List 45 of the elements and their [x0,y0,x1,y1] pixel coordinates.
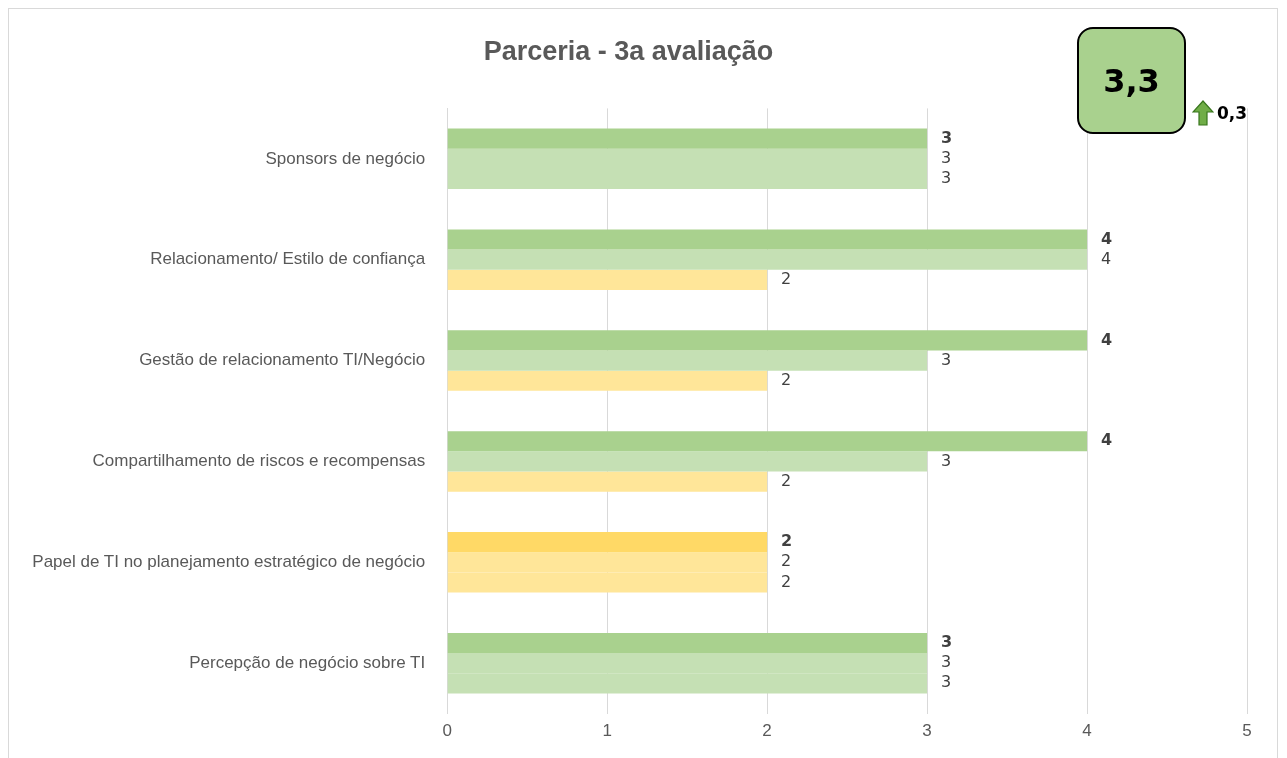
data-label: 4 [1101,329,1113,349]
x-tick-label: 0 [442,721,452,741]
data-label: 3 [941,147,952,167]
data-label: 2 [781,470,792,490]
bar [447,128,928,149]
data-label: 3 [941,632,953,652]
data-label: 3 [941,450,952,470]
y-tick-label: Relacionamento/ Estilo de confiança [150,249,426,269]
bar [447,431,1088,452]
bar [447,350,928,371]
x-tick-label: 4 [1082,721,1092,741]
y-tick-label: Sponsors de negócio [265,148,426,168]
data-label: 3 [941,652,952,672]
annotation: 0,3 [1217,103,1248,123]
bar [447,249,1088,270]
x-tick-label: 5 [1242,721,1252,741]
data-label: 4 [1101,430,1113,450]
data-label: 2 [781,571,792,591]
data-label: 2 [781,369,792,389]
data-label: 3 [941,127,953,147]
data-label: 4 [1101,248,1112,268]
chart-title: Parceria - 3a avaliação [483,35,774,66]
y-tick-label: Papel de TI no planejamento estratégico de negócio [32,551,426,571]
x-tick-label: 2 [762,721,772,741]
bar [447,229,1088,250]
bar [447,269,768,290]
bar [447,451,928,472]
data-label: 3 [941,672,952,692]
x-tick-label: 3 [922,721,932,741]
data-label: 4 [1101,228,1113,248]
bar [447,632,928,654]
bar [447,471,768,492]
data-label: 3 [941,168,952,188]
bar [447,330,1088,351]
y-tick-label: Percepção de negócio sobre TI [189,652,426,672]
y-tick-label: Compartilhamento de riscos e recompensas [92,451,426,471]
bar [447,370,768,391]
y-tick-label: Gestão de relacionamento TI/Negócio [139,350,426,370]
bar [447,532,768,553]
data-label: 2 [781,531,793,551]
data-label: 2 [781,269,792,289]
data-label: 2 [781,551,792,571]
data-label: 3 [941,349,952,369]
text: 3,3 [1077,27,1186,134]
x-tick-label: 1 [602,721,612,741]
